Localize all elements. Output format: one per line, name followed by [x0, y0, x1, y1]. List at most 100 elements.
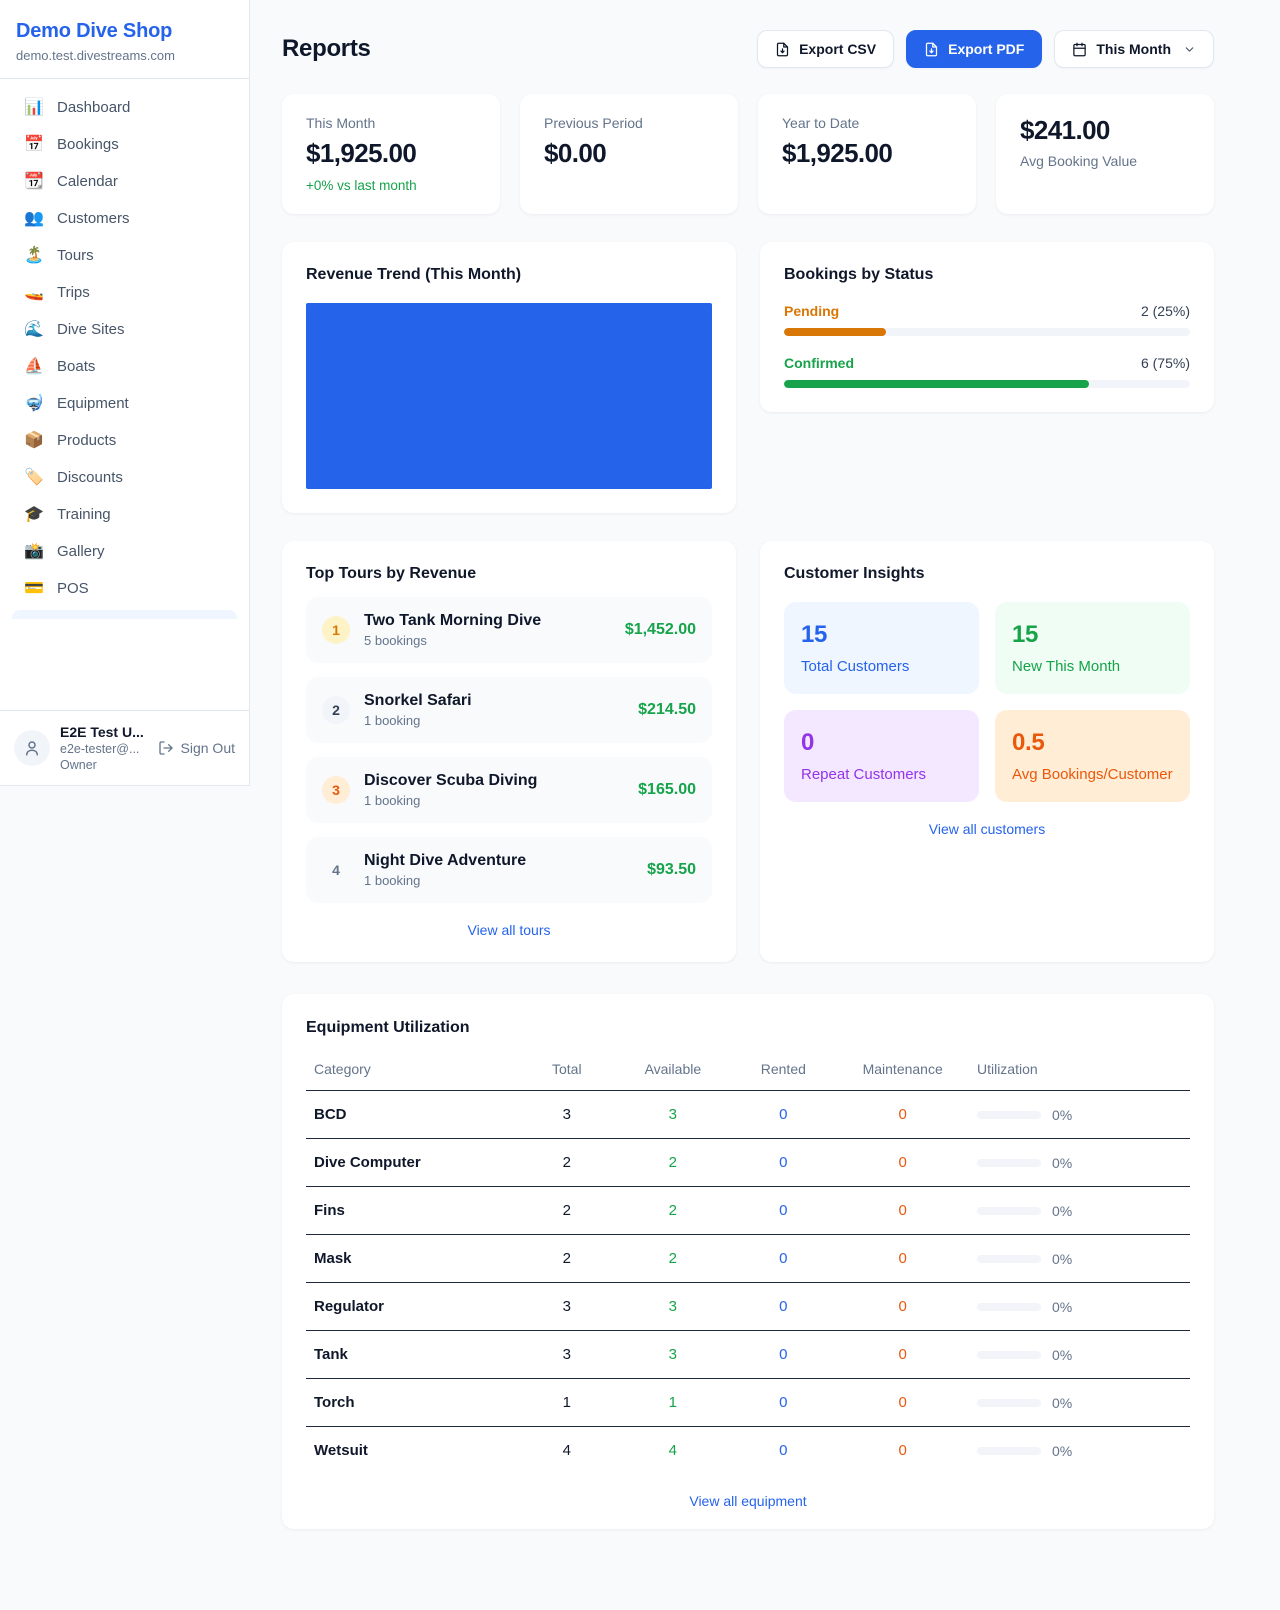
- sidebar-item-dashboard[interactable]: 📊 Dashboard: [12, 89, 237, 126]
- table-row: Wetsuit 4 4 0 0 0%: [306, 1427, 1190, 1475]
- sidebar-user-footer: E2E Test U... e2e-tester@... Owner Sign …: [0, 710, 249, 785]
- tour-name: Two Tank Morning Dive: [364, 612, 542, 629]
- period-selector-value: This Month: [1096, 41, 1171, 57]
- stat-label: Year to Date: [782, 115, 860, 131]
- tour-bookings: 1 booking: [364, 873, 421, 888]
- sidebar-item-bookings[interactable]: 📅 Bookings: [12, 126, 237, 163]
- utilization-cell: 0%: [976, 1203, 1182, 1219]
- view-all-equipment-link[interactable]: View all equipment: [689, 1493, 807, 1509]
- cell-total: 4: [562, 1442, 571, 1459]
- stat-card-this-month: This Month $1,925.00 +0% vs last month: [282, 94, 500, 214]
- avatar: [14, 730, 50, 766]
- utilization-bar: [976, 1446, 1041, 1455]
- file-download-icon: [776, 42, 789, 56]
- column-header-available: Available: [615, 1051, 731, 1091]
- export-pdf-button[interactable]: Export PDF: [906, 30, 1043, 68]
- insight-tile-repeat-customers: 0 Repeat Customers: [784, 710, 979, 802]
- customers-icon: 👥: [24, 209, 44, 227]
- sidebar-item-label: Dashboard: [57, 99, 131, 116]
- column-header-rented: Rented: [730, 1051, 837, 1091]
- cell-category: Tank: [306, 1330, 519, 1379]
- sidebar-item-pos[interactable]: 💳 POS: [12, 570, 237, 607]
- rank-badge: 2: [322, 696, 350, 724]
- cell-maintenance: 0: [836, 1090, 969, 1139]
- sidebar-item-discounts[interactable]: 🏷️ Discounts: [12, 459, 237, 496]
- tour-revenue: $214.50: [638, 701, 696, 718]
- dashboard-icon: 📊: [24, 98, 44, 116]
- cell-category: Wetsuit: [314, 1442, 368, 1459]
- cell-total: 3: [518, 1090, 616, 1139]
- tour-bookings: 5 bookings: [364, 633, 427, 648]
- utilization-cell: 0%: [976, 1395, 1182, 1411]
- cell-rented: 0: [730, 1234, 837, 1283]
- customer-insights-card: Customer Insights 15 Total Customers 15 …: [760, 541, 1214, 962]
- view-all-tours-link[interactable]: View all tours: [467, 922, 551, 938]
- sidebar-item-label: Tours: [57, 247, 94, 264]
- sign-out-button[interactable]: Sign Out: [158, 740, 235, 756]
- equipment-table: Category Total Available Rented Maintena…: [306, 1051, 1190, 1474]
- revenue-trend-title: Revenue Trend (This Month): [306, 266, 522, 283]
- logout-icon: [158, 741, 173, 755]
- rank-badge: 3: [322, 776, 350, 804]
- cell-available: 2: [615, 1234, 731, 1283]
- main-content: Reports Export CSV Export PDF This Month: [250, 0, 1280, 1569]
- bookings-by-status-title: Bookings by Status: [784, 266, 934, 283]
- sidebar-item-equipment[interactable]: 🤿 Equipment: [12, 385, 237, 422]
- sidebar-item-tours[interactable]: 🏝️ Tours: [12, 237, 237, 274]
- period-selector-dropdown[interactable]: This Month: [1054, 30, 1214, 68]
- stat-card-previous-period: Previous Period $0.00: [520, 94, 738, 214]
- revenue-trend-card: Revenue Trend (This Month): [282, 242, 736, 513]
- insight-tiles: 15 Total Customers 15 New This Month 0 R…: [784, 602, 1190, 802]
- tour-name: Night Dive Adventure: [364, 852, 527, 869]
- utilization-bar: [976, 1254, 1041, 1263]
- column-header-maintenance: Maintenance: [836, 1051, 969, 1091]
- cell-maintenance: 0: [836, 1330, 969, 1379]
- sidebar-item-products[interactable]: 📦 Products: [12, 422, 237, 459]
- sign-out-label: Sign Out: [180, 740, 235, 756]
- export-csv-button[interactable]: Export CSV: [757, 30, 895, 68]
- sidebar-item-label: Gallery: [57, 543, 105, 560]
- cell-category: BCD: [306, 1090, 519, 1139]
- sidebar-item-boats[interactable]: ⛵ Boats: [12, 348, 237, 385]
- sidebar-item-dive-sites[interactable]: 🌊 Dive Sites: [12, 311, 237, 348]
- tour-bookings: 1 booking: [364, 793, 421, 808]
- wave-icon: 🌊: [24, 320, 44, 338]
- equipment-utilization-card: Equipment Utilization Category Total Ava…: [282, 994, 1214, 1529]
- page-header: Reports Export CSV Export PDF This Month: [282, 30, 1214, 68]
- customer-insights-title: Customer Insights: [784, 565, 925, 582]
- stat-value: $1,925.00: [782, 138, 893, 168]
- stat-value: $241.00: [1020, 115, 1110, 145]
- sidebar-item-training[interactable]: 🎓 Training: [12, 496, 237, 533]
- graduation-cap-icon: 🎓: [24, 505, 44, 523]
- tile-label: New This Month: [1012, 658, 1121, 675]
- sidebar-item-gallery[interactable]: 📸 Gallery: [12, 533, 237, 570]
- insight-tile-new-this-month: 15 New This Month: [995, 602, 1190, 694]
- sidebar-item-label: Dive Sites: [57, 321, 125, 338]
- sidebar-active-item-partial[interactable]: [12, 610, 237, 619]
- user-email: e2e-tester@...: [60, 742, 140, 756]
- bookings-by-status-card: Bookings by Status Pending 2 (25%) Confi…: [760, 242, 1214, 412]
- revenue-trend-bar-chart: [306, 303, 712, 489]
- cell-maintenance: 0: [836, 1234, 969, 1283]
- utilization-bar: [976, 1302, 1041, 1311]
- sidebar-item-customers[interactable]: 👥 Customers: [12, 200, 237, 237]
- sidebar-item-trips[interactable]: 🚤 Trips: [12, 274, 237, 311]
- utilization-bar: [976, 1158, 1041, 1167]
- sidebar-item-label: Products: [57, 432, 117, 449]
- tour-name: Discover Scuba Diving: [364, 772, 538, 789]
- table-row: Fins 2 2 0 0 0%: [306, 1186, 1190, 1235]
- cell-rented: 0: [730, 1186, 837, 1235]
- sidebar-item-label: Training: [57, 506, 111, 523]
- status-label-pending: Pending: [784, 303, 840, 319]
- sidebar-nav: 📊 Dashboard 📅 Bookings 📆 Calendar 👥 Cust…: [0, 79, 249, 710]
- view-all-customers-link[interactable]: View all customers: [928, 821, 1046, 837]
- user-meta: E2E Test U... e2e-tester@... Owner: [60, 724, 144, 772]
- rank-badge: 1: [322, 616, 350, 644]
- page-title: Reports: [282, 35, 371, 62]
- status-row-pending: Pending 2 (25%): [784, 303, 1190, 336]
- sidebar-item-calendar[interactable]: 📆 Calendar: [12, 163, 237, 200]
- tile-label: Repeat Customers: [801, 766, 927, 783]
- cell-total: 2: [518, 1138, 616, 1187]
- cell-category: Regulator: [306, 1282, 519, 1331]
- sidebar-item-label: POS: [57, 580, 89, 597]
